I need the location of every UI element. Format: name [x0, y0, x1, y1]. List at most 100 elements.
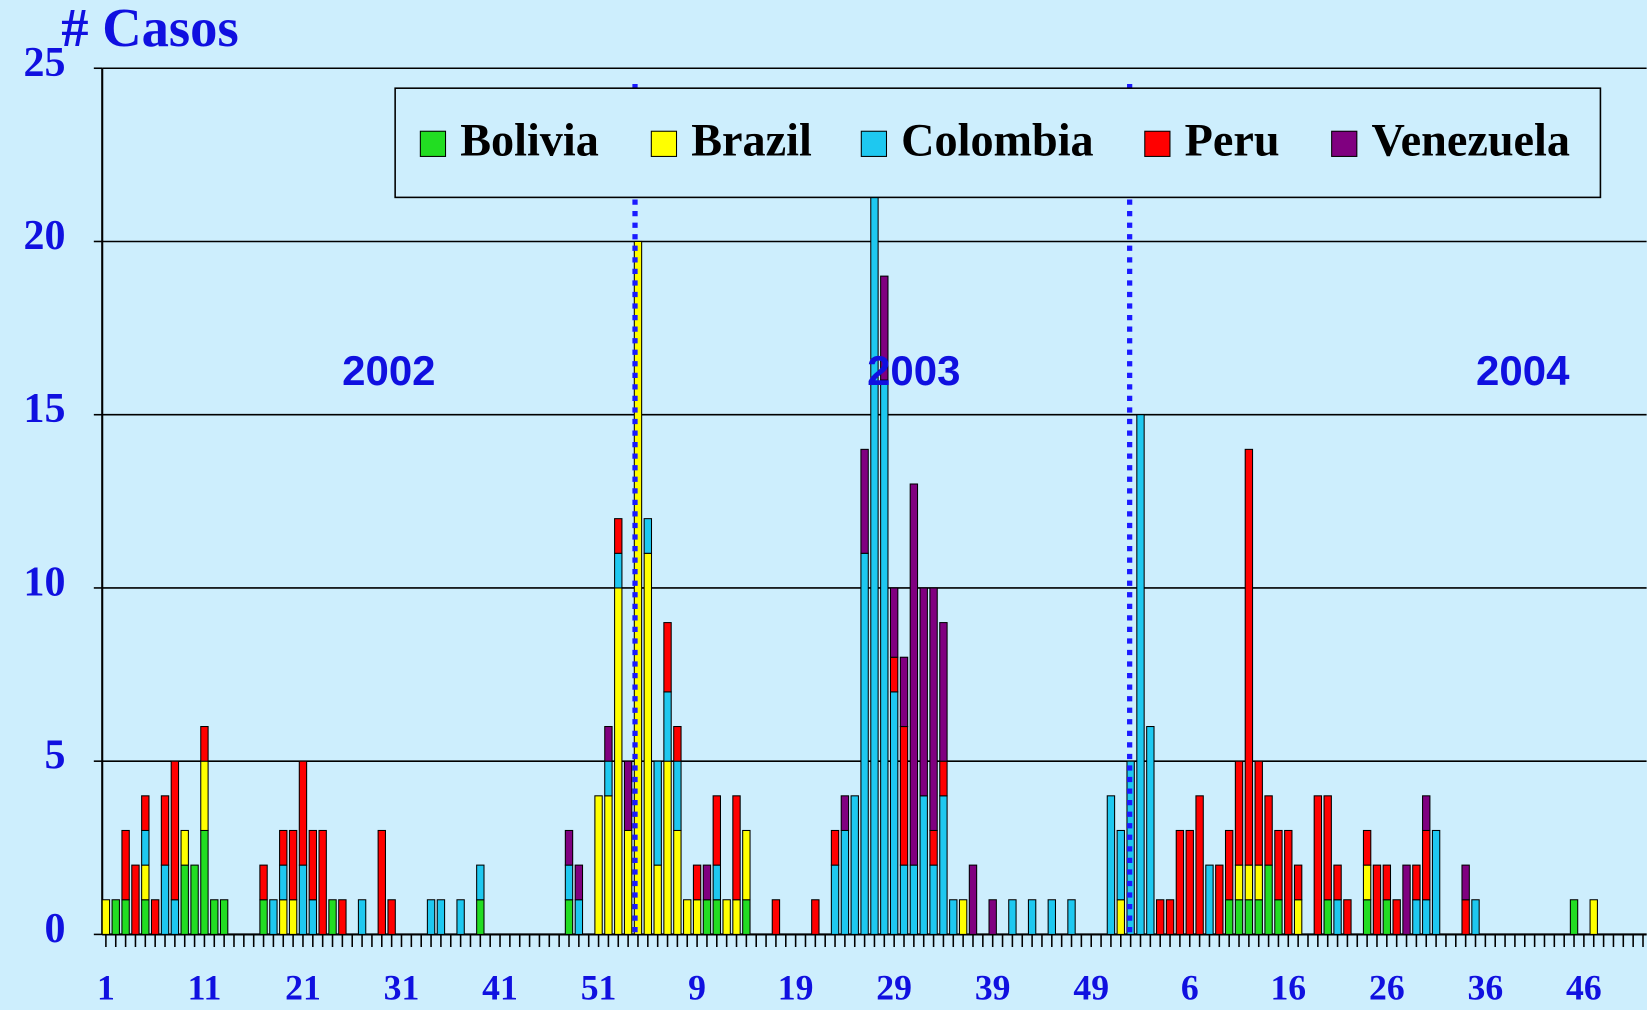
bar-segment — [889, 691, 899, 935]
bar-segment — [1392, 899, 1401, 935]
bar-segment — [1254, 864, 1263, 901]
bar-segment — [623, 760, 633, 831]
bar-segment — [614, 518, 623, 554]
bar-segment — [1264, 795, 1273, 866]
bar-segment — [259, 864, 268, 901]
legend-label: Peru — [1185, 114, 1280, 165]
bar-segment — [1244, 448, 1254, 866]
bar-segment — [1412, 899, 1421, 935]
bar-segment — [880, 379, 889, 935]
legend-swatch — [1331, 130, 1358, 157]
bar-segment — [1244, 899, 1254, 935]
bar-segment — [673, 726, 682, 762]
bar-segment — [1293, 899, 1303, 935]
bar-segment — [732, 795, 741, 901]
bar-segment — [771, 899, 781, 935]
bar-segment — [298, 760, 308, 866]
bar-segment — [889, 587, 899, 658]
bar-segment — [1333, 864, 1342, 901]
bar-segment — [880, 275, 889, 381]
bar-segment — [328, 899, 337, 935]
x-tick-label: 46 — [1566, 967, 1602, 1007]
bar-segment — [564, 899, 574, 935]
bar-segment — [939, 795, 948, 935]
x-tick-label: 51 — [581, 967, 617, 1007]
bar-segment — [574, 899, 584, 935]
bar-segment — [180, 829, 189, 866]
bar-segment — [1431, 829, 1441, 935]
bar-segment — [1047, 899, 1057, 935]
bar-segment — [1234, 899, 1244, 935]
year-label: 2003 — [867, 347, 960, 394]
bar-segment — [663, 622, 672, 693]
bar-segment — [288, 899, 298, 935]
bar-segment — [1333, 899, 1342, 935]
bar-segment — [1461, 864, 1470, 901]
bar-segment — [1008, 899, 1017, 935]
bar-segment — [279, 829, 288, 866]
bar-segment — [288, 829, 298, 901]
bar-segment — [318, 829, 327, 935]
bar-segment — [1215, 864, 1224, 935]
bar-segment — [377, 829, 386, 935]
bar-segment — [614, 587, 623, 935]
x-tick-label: 19 — [778, 967, 814, 1007]
bar-segment — [643, 552, 653, 935]
bar-segment — [1422, 795, 1431, 831]
bar-segment — [614, 552, 623, 589]
bar-segment — [1323, 899, 1332, 935]
bar-segment — [574, 864, 584, 901]
bar-segment — [1313, 795, 1323, 935]
bar-segment — [357, 899, 367, 935]
bar-segment — [742, 829, 751, 901]
bar-segment — [1382, 864, 1392, 901]
bar-segment — [1165, 899, 1175, 935]
bar-segment — [1224, 899, 1234, 935]
legend: Bolivia Brazil Colombia Peru Venezuela — [394, 87, 1602, 199]
bar-segment — [870, 171, 879, 935]
y-tick-label: 25 — [23, 40, 65, 86]
bar-segment — [1116, 829, 1125, 901]
bar-segment — [1461, 899, 1470, 935]
bar-segment — [269, 899, 278, 935]
bar-segment — [919, 587, 928, 797]
bar-segment — [860, 552, 869, 935]
bar-segment — [1234, 864, 1244, 901]
bar-segment — [141, 864, 150, 901]
x-tick-label: 6 — [1181, 967, 1199, 1007]
bar-segment — [683, 899, 692, 935]
bar-segment — [860, 448, 869, 554]
bar-segment — [958, 899, 968, 935]
bar-segment — [141, 795, 150, 831]
bar-segment — [633, 240, 643, 935]
bar-segment — [830, 829, 840, 866]
bar-segment — [141, 899, 150, 935]
bar-segment — [850, 795, 859, 935]
bar-segment — [180, 864, 189, 935]
legend-box — [394, 87, 1602, 199]
x-tick-label: 31 — [384, 967, 420, 1007]
bar-segment — [899, 864, 909, 935]
bar-segment — [840, 829, 850, 935]
y-tick-label: 15 — [23, 386, 65, 432]
bar-segment — [653, 864, 662, 935]
bar-segment — [121, 829, 130, 901]
bar-segment — [811, 899, 820, 935]
x-tick-label: 29 — [876, 967, 912, 1007]
y-tick-label: 0 — [44, 906, 65, 952]
bar-segment — [604, 795, 613, 935]
legend-label: Venezuela — [1372, 114, 1570, 165]
bar-segment — [1175, 829, 1185, 935]
bar-segment — [1205, 864, 1214, 935]
bar-segment — [840, 795, 850, 831]
bar-segment — [1146, 726, 1155, 935]
legend-swatch — [419, 130, 447, 157]
bar-segment — [643, 518, 653, 554]
bar-segment — [968, 864, 978, 935]
y-axis-title: # Casos — [61, 0, 238, 58]
bar-segment — [742, 899, 751, 935]
bar-segment — [673, 829, 682, 935]
bar-segment — [1284, 829, 1293, 935]
bar-segment — [101, 899, 111, 935]
